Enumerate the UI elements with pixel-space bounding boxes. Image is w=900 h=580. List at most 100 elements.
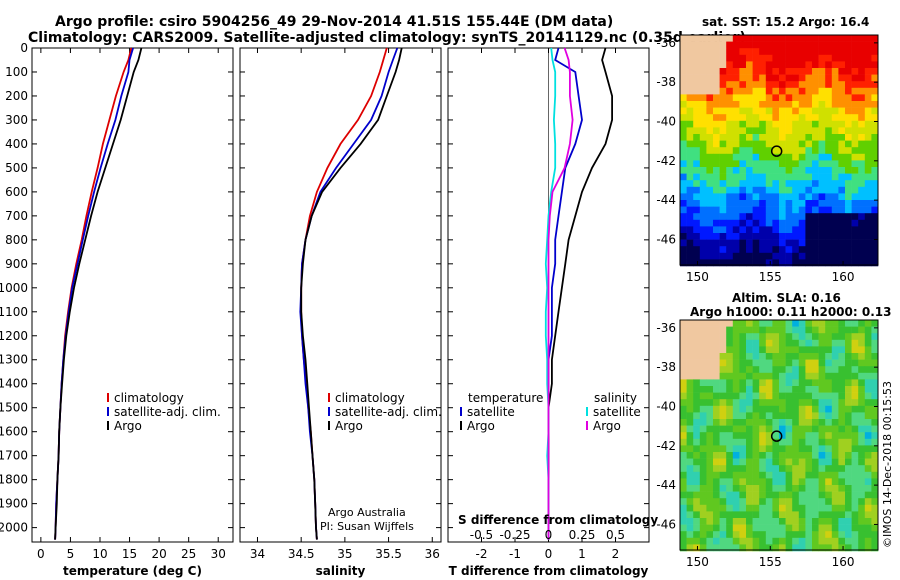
map-cell [871, 147, 879, 155]
map-cell [792, 200, 800, 207]
map-cell [732, 491, 740, 499]
map-cell [825, 425, 833, 433]
map-cell [818, 458, 826, 466]
map-cell [825, 399, 833, 407]
map-cell [719, 101, 727, 108]
map-cell [746, 180, 753, 188]
map-cell [845, 226, 852, 234]
map-cell [732, 160, 740, 168]
map-cell [798, 81, 806, 89]
map-cell [713, 452, 720, 459]
map-cell [805, 452, 813, 459]
map-cell [746, 213, 753, 221]
map-cell [726, 239, 734, 247]
map-cell [752, 54, 760, 62]
map-cell [752, 498, 760, 506]
map-cell [752, 233, 760, 240]
map-cell [838, 458, 846, 466]
map-cell [831, 518, 839, 525]
map-cell [818, 425, 826, 433]
map-cell [845, 412, 852, 420]
map-cell [746, 544, 753, 552]
map-cell [713, 87, 720, 95]
map-cell [732, 445, 740, 453]
map-cell [752, 134, 760, 141]
map-cell [825, 359, 833, 367]
map-cell [825, 246, 833, 254]
map-cell [746, 239, 753, 247]
map-cell [785, 491, 793, 499]
map-cell [825, 68, 833, 75]
map-cell [818, 399, 826, 407]
map-cell [686, 399, 694, 407]
map-cell [746, 458, 753, 466]
map-cell [746, 41, 753, 49]
map-cell [680, 511, 687, 519]
map-cell [798, 140, 806, 148]
map-cell [812, 537, 819, 545]
map-cell [812, 498, 819, 506]
map-cell [858, 186, 866, 194]
map-cell [864, 353, 872, 360]
map-cell [792, 544, 800, 552]
map-cell [805, 353, 813, 360]
map-cell [726, 81, 734, 89]
map-cell [759, 35, 767, 42]
map-cell [838, 491, 846, 499]
map-cell [779, 48, 786, 56]
map-cell [693, 206, 701, 214]
map-cell [759, 120, 767, 128]
map-cell [706, 339, 714, 347]
map-cell [825, 54, 833, 62]
map-cell [831, 186, 839, 194]
map-cell [805, 233, 813, 240]
map-cell [726, 193, 734, 201]
map-cell [864, 478, 872, 486]
map-cell [739, 153, 747, 161]
map-cell [759, 101, 767, 108]
map-cell [851, 114, 859, 122]
map-cell [739, 405, 747, 413]
map-cell [693, 153, 701, 161]
map-cell [831, 101, 839, 108]
map-cell [838, 485, 846, 492]
map-cell [759, 412, 767, 420]
map-cell [792, 239, 800, 247]
map-cell [719, 511, 727, 519]
map-cell [693, 186, 701, 194]
map-cell [765, 74, 773, 82]
map-cell [864, 259, 872, 267]
map-cell [706, 134, 714, 141]
map-cell [706, 54, 714, 62]
float-location-marker [770, 145, 783, 157]
map-cell [864, 61, 872, 69]
map-cell [726, 432, 734, 440]
map-cell [713, 48, 720, 56]
map-cell [792, 206, 800, 214]
map-cell [699, 74, 707, 82]
map-cell [713, 498, 720, 506]
map-cell [686, 544, 694, 552]
map-cell [739, 386, 747, 393]
map-cell [739, 392, 747, 400]
map-cell [680, 498, 687, 506]
map-cell [785, 147, 793, 155]
map-cell [851, 511, 859, 519]
map-cell [798, 147, 806, 155]
map-cell [785, 471, 793, 479]
map-cell [699, 68, 707, 75]
map-cell [693, 48, 701, 56]
map-cell [699, 94, 707, 102]
map-cell [779, 147, 786, 155]
map-cell [732, 537, 740, 545]
map-cell [831, 498, 839, 506]
map-cell [825, 193, 833, 201]
map-cell [845, 544, 852, 552]
temperature-panel: 0100200300400500600700800900100011001200… [0, 41, 234, 578]
map-cell [693, 167, 701, 174]
map-cell [732, 366, 740, 374]
map-cell [851, 48, 859, 56]
map-cell [851, 167, 859, 174]
map-cell [805, 544, 813, 552]
